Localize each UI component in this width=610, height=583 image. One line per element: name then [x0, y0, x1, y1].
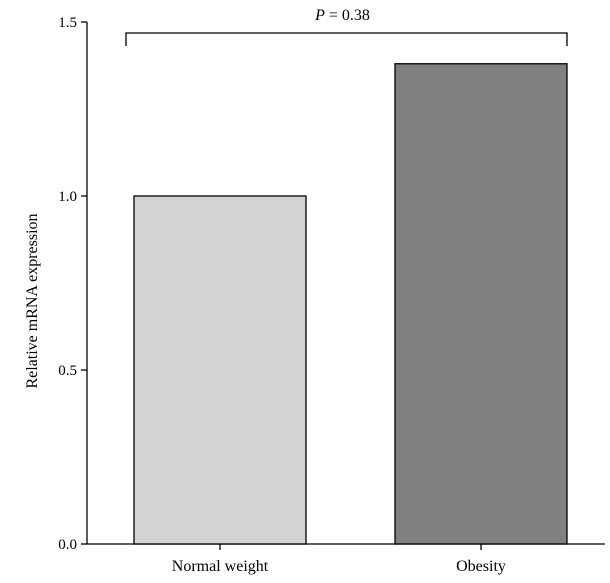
- x-tick-labels: Normal weight Obesity: [172, 544, 506, 575]
- p-value-text: = 0.38: [325, 7, 370, 24]
- p-value-label: P = 0.38: [314, 7, 370, 24]
- significance-bracket: [125, 32, 568, 46]
- significance-annotation: P = 0.38: [125, 7, 568, 46]
- p-symbol: P: [314, 7, 325, 24]
- y-tick-label: 1.0: [58, 189, 77, 205]
- y-tick-label: 1.5: [58, 15, 77, 31]
- x-tick-label: Obesity: [456, 558, 506, 575]
- y-tick-label: 0.5: [58, 363, 77, 379]
- bar-obesity: [394, 63, 568, 545]
- y-ticks: 0.0 0.5 1.0 1.5: [58, 15, 87, 553]
- bar-normal-weight: [133, 195, 307, 545]
- y-tick-label: 0.0: [58, 537, 77, 553]
- x-tick-label: Normal weight: [172, 558, 269, 575]
- bars: [133, 63, 568, 545]
- y-axis-title: Relative mRNA expression: [24, 213, 41, 388]
